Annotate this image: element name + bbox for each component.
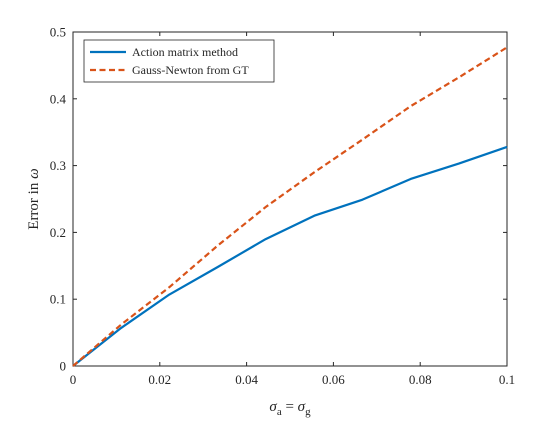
y-axis-label-text: Error in [26,179,42,230]
series-lines [72,46,508,367]
legend-label-1: Action matrix method [132,45,238,59]
y-tick-label: 0 [60,359,67,374]
x-axis-label-sigma-g: σ [298,399,306,415]
legend: Action matrix method Gauss-Newton from GT [83,39,275,83]
x-tick-label: 0.08 [409,372,432,387]
y-tick-label: 0.4 [50,91,67,106]
x-tick-label: 0 [70,372,77,387]
axis-ticks: 0 0.02 0.04 0.06 0.08 0.1 0 0.1 0.2 0.3 0.4 0.5 [50,25,515,388]
x-tick-label: 0.04 [235,372,258,387]
series-line-2 [72,46,508,367]
x-tick-label: 0.06 [322,372,345,387]
series-line-1 [72,145,508,367]
x-axis-label-sigma-a: σ [269,399,277,415]
y-axis-label: Error in ω [26,168,42,229]
x-axis-label: σa = σg [269,399,311,418]
legend-box [83,39,275,83]
legend-entries: Action matrix method Gauss-Newton from GT [90,45,249,77]
x-axis-label-sub-a: a [277,406,282,418]
x-axis-label-sub-g: g [305,406,311,418]
y-tick-label: 0.2 [50,225,66,240]
x-tick-label: 0.1 [499,372,515,387]
y-tick-label: 0.1 [50,292,66,307]
x-tick-label: 0.02 [148,372,171,387]
y-tick-label: 0.3 [50,158,66,173]
x-axis-label-equals: = [282,399,298,415]
legend-label-2: Gauss-Newton from GT [132,63,249,77]
y-tick-label: 0.5 [50,25,66,40]
y-axis-label-omega: ω [26,168,42,179]
